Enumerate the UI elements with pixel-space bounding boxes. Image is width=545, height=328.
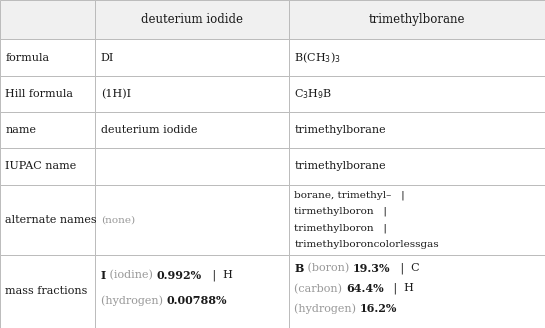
Text: trimethylborane: trimethylborane [294, 161, 386, 172]
Text: deuterium iodide: deuterium iodide [101, 125, 197, 135]
Bar [95, 39, 289, 76]
Text: deuterium iodide: deuterium iodide [141, 13, 243, 26]
Bar [289, 39, 545, 76]
Bar [95, 148, 289, 185]
Text: B: B [294, 263, 304, 274]
Bar [95, 76, 289, 112]
Text: name: name [5, 125, 37, 135]
Bar [0, 112, 95, 148]
Text: (hydrogen): (hydrogen) [101, 295, 166, 306]
Text: trimethylborane: trimethylborane [294, 125, 386, 135]
Text: IUPAC name: IUPAC name [5, 161, 77, 172]
Bar [95, 0, 289, 39]
Text: (none): (none) [101, 215, 135, 224]
Text: (hydrogen): (hydrogen) [294, 303, 360, 314]
Text: I: I [101, 270, 106, 281]
Bar [0, 185, 95, 255]
Text: formula: formula [5, 52, 50, 63]
Bar [289, 185, 545, 255]
Text: |  C: | C [390, 263, 420, 274]
Bar [0, 255, 95, 328]
Text: (iodine): (iodine) [106, 270, 156, 280]
Text: tirmethylboron   |: tirmethylboron | [294, 207, 387, 216]
Bar [289, 76, 545, 112]
Text: mass fractions: mass fractions [5, 286, 88, 297]
Bar [95, 185, 289, 255]
Bar [289, 148, 545, 185]
Text: (1H)I: (1H)I [101, 89, 131, 99]
Text: Hill formula: Hill formula [5, 89, 74, 99]
Bar [0, 39, 95, 76]
Bar [0, 148, 95, 185]
Text: (carbon): (carbon) [294, 283, 346, 294]
Bar [95, 255, 289, 328]
Text: |  H: | H [202, 270, 233, 281]
Bar [0, 0, 95, 39]
Bar [289, 255, 545, 328]
Bar [289, 0, 545, 39]
Text: 0.00788%: 0.00788% [166, 295, 227, 306]
Bar [95, 112, 289, 148]
Text: |  H: | H [384, 283, 414, 295]
Text: 16.2%: 16.2% [360, 303, 397, 314]
Text: borane, trimethyl–   |: borane, trimethyl– | [294, 191, 405, 200]
Text: 64.4%: 64.4% [346, 283, 384, 294]
Text: trimethylboron   |: trimethylboron | [294, 223, 387, 233]
Text: (boron): (boron) [304, 263, 353, 274]
Bar [289, 112, 545, 148]
Text: DI: DI [101, 52, 114, 63]
Text: C$_3$H$_9$B: C$_3$H$_9$B [294, 87, 332, 101]
Text: 19.3%: 19.3% [353, 263, 390, 274]
Text: trimethylboroncolorlessgas: trimethylboroncolorlessgas [294, 240, 439, 249]
Text: alternate names: alternate names [5, 215, 97, 225]
Bar [0, 76, 95, 112]
Text: trimethylborane: trimethylborane [368, 13, 465, 26]
Text: 0.992%: 0.992% [156, 270, 202, 281]
Text: B(CH$_3$)$_3$: B(CH$_3$)$_3$ [294, 50, 341, 65]
